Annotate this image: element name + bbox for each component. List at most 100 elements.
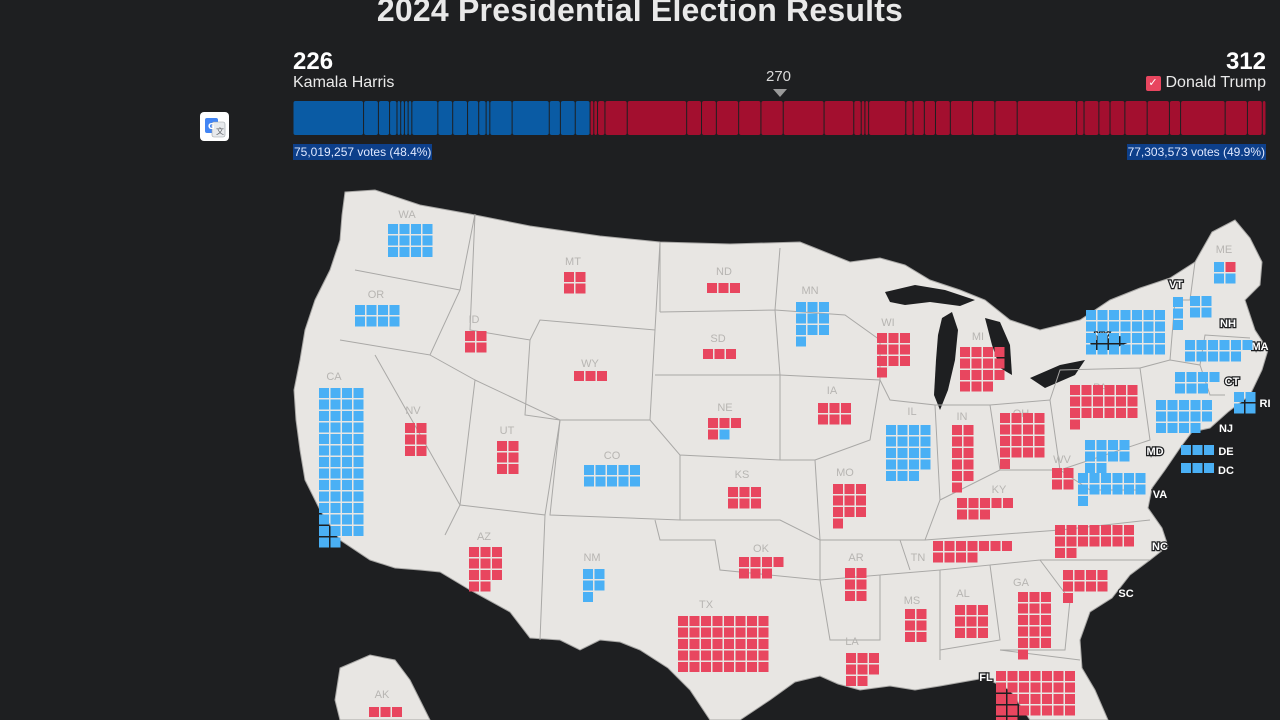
ev-cell-ut: [497, 452, 507, 463]
ev-cell-nj: [1167, 411, 1178, 422]
trump-bar-segment: [924, 101, 935, 135]
ev-cell-al: [978, 628, 988, 638]
ev-cell-ca: [342, 411, 352, 421]
ev-cell-co: [630, 465, 640, 475]
ev-cell-or: [366, 316, 377, 327]
ev-cell-in: [952, 436, 962, 447]
ev-cell-ia: [818, 403, 828, 413]
ev-cell-ca: [342, 445, 352, 456]
ev-cell-wa: [422, 224, 433, 234]
ev-cell-ma: [1242, 340, 1253, 350]
ev-cell-ky: [1003, 498, 1013, 508]
ev-cell-al: [978, 616, 988, 627]
ev-cell-il: [897, 436, 908, 447]
ev-cell-ar: [856, 579, 867, 590]
ev-cell-ca: [330, 468, 341, 479]
alaska-land: [334, 654, 431, 720]
ev-cell-wi: [888, 356, 899, 366]
ev-cell-va: [1089, 484, 1100, 495]
ev-cell-fl: [1019, 705, 1029, 716]
ev-cell-ga: [1041, 638, 1051, 648]
ev-cell-ri: [1245, 403, 1256, 414]
ev-cell-in: [963, 471, 974, 481]
trump-bar-segment: [995, 101, 1017, 135]
ev-cell-ne: [719, 418, 730, 428]
ev-cell-la: [869, 664, 879, 675]
trump-bar-segment: [598, 101, 605, 135]
ev-cell-nc: [1055, 525, 1065, 535]
state-label-nd: ND: [716, 266, 732, 278]
ev-cell-wi: [888, 333, 899, 343]
ev-cell-la: [857, 653, 868, 663]
ev-cell-ca: [330, 537, 341, 548]
ev-cell-nm: [594, 580, 605, 591]
ev-cell-ga: [1018, 603, 1028, 614]
ev-cell-ca: [319, 526, 329, 536]
state-label-nc: NC: [1152, 541, 1168, 553]
ev-cell-ca: [330, 399, 341, 410]
ev-cell-fl: [1065, 705, 1075, 716]
ev-cell-ny: [1120, 333, 1131, 343]
harris-bar-segment: [512, 101, 549, 135]
translate-button[interactable]: G 文: [200, 112, 229, 141]
ev-cell-nc: [1089, 536, 1100, 547]
ev-cell-or: [378, 305, 388, 315]
ev-cell-nc: [1112, 536, 1123, 547]
ev-cell-ia: [818, 414, 828, 425]
ev-cell-de: [1204, 445, 1214, 455]
border-northeast: [1139, 261, 1251, 396]
trump-bar-segment: [1099, 101, 1110, 135]
ev-cell-or: [355, 305, 365, 315]
ev-cell-mt: [575, 283, 586, 294]
ev-cell-tn: [956, 552, 966, 563]
state-label-ga: GA: [1013, 577, 1030, 589]
ev-cell-wa: [411, 235, 421, 246]
state-label-wy: WY: [581, 358, 599, 370]
ev-cell-nm: [583, 569, 593, 579]
ev-cell-mt: [564, 283, 574, 294]
ev-cell-ma: [1231, 351, 1241, 362]
ev-cell-ca: [353, 422, 364, 433]
state-label-mo: MO: [836, 467, 854, 479]
us-land: [293, 189, 1269, 720]
ev-cell-mo: [833, 495, 843, 506]
ev-cell-ca: [319, 503, 329, 513]
state-label-nm: NM: [583, 552, 600, 564]
ev-cell-vt: [1173, 320, 1183, 330]
ev-cell-ca: [330, 422, 341, 433]
ev-cell-fl: [1053, 671, 1064, 681]
ev-cell-ny: [1132, 333, 1142, 343]
harris-bar-segment: [404, 101, 408, 135]
ev-cell-ga: [1029, 626, 1040, 637]
ev-cell-tx: [724, 639, 734, 649]
ev-cell-tx: [678, 639, 688, 649]
ev-cell-fl: [1019, 694, 1029, 704]
ev-cell-wi: [877, 344, 887, 355]
ev-cell-wi: [877, 333, 887, 343]
ev-cell-or: [378, 316, 388, 327]
ev-cell-ma: [1196, 351, 1207, 362]
ev-cell-mi: [983, 347, 993, 357]
ev-cell-vt: [1173, 308, 1183, 319]
ev-cell-ia: [829, 414, 840, 425]
ev-cell-pa: [1070, 396, 1080, 407]
trump-bar-segment: [1077, 101, 1084, 135]
svg-text:文: 文: [216, 126, 224, 136]
ev-cell-pa: [1127, 396, 1138, 407]
ev-cell-me: [1225, 262, 1236, 272]
ev-cell-nj: [1156, 400, 1166, 410]
ev-cell-ca: [319, 388, 329, 398]
ev-cell-mn: [796, 313, 806, 324]
ev-cell-in: [952, 482, 962, 493]
ev-cell-al: [955, 605, 965, 615]
trump-bar-segment: [594, 101, 598, 135]
ev-cell-il: [897, 459, 908, 470]
ev-cell-mt: [575, 272, 586, 282]
ev-cell-al: [955, 628, 965, 638]
ev-cell-mt: [564, 272, 574, 282]
ev-cell-ma: [1185, 351, 1195, 362]
ev-cell-tx: [724, 662, 734, 672]
ev-cell-in: [952, 425, 962, 435]
ev-cell-ok: [739, 568, 749, 579]
ev-cell-oh: [1000, 447, 1010, 458]
